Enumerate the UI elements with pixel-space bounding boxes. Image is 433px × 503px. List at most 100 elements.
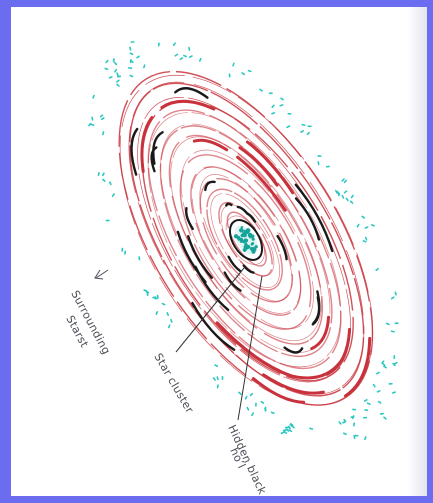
surrounding-arrow (94, 269, 109, 280)
star-cluster-dot (239, 237, 244, 242)
star-cluster-dot (251, 237, 255, 241)
surrounding-star (379, 412, 384, 415)
surrounding-star (381, 362, 386, 366)
surrounding-star (362, 240, 367, 243)
dust-lane (294, 183, 334, 253)
dust-lane (227, 255, 242, 273)
surrounding-star (353, 434, 356, 440)
dust-lane (174, 87, 209, 99)
surrounding-star (90, 123, 95, 126)
red-arm-stroke (140, 116, 154, 174)
star-cluster-dot (242, 240, 246, 244)
red-spiral-arms (118, 70, 374, 406)
surrounding-star (341, 178, 345, 182)
surrounding-star (376, 371, 380, 375)
surrounding-star (179, 57, 184, 61)
dust-lane (186, 235, 213, 279)
surrounding-star (394, 291, 397, 296)
surrounding-star (129, 52, 134, 56)
surrounding-star (342, 420, 347, 424)
red-arm-stroke (238, 146, 279, 187)
star-cluster-dot (251, 249, 256, 254)
red-arm-ring (119, 74, 374, 406)
surrounding-star (143, 64, 146, 69)
star-cluster-dot (252, 246, 255, 250)
surrounding-star (232, 62, 235, 67)
surrounding-star (364, 236, 368, 241)
surrounding-star (97, 171, 100, 177)
dust-lane (204, 180, 216, 192)
surrounding-star (116, 83, 120, 87)
surrounding-star (390, 330, 395, 333)
surrounding-star (136, 55, 140, 59)
surrounding-star (366, 402, 371, 405)
surrounding-star (92, 94, 95, 99)
surrounding-star (383, 416, 387, 420)
surrounding-star (393, 361, 398, 365)
surrounding-star (104, 67, 109, 71)
surrounding-star (166, 312, 169, 316)
surrounding-star (309, 427, 314, 430)
star-cluster-dot (239, 227, 244, 233)
surrounding-star (108, 76, 113, 79)
surrounding-star (188, 46, 191, 51)
red-arm-stroke (215, 321, 294, 378)
surrounding-star (375, 267, 379, 272)
surrounding-star (260, 400, 265, 404)
surrounding-star (170, 318, 173, 323)
surrounding-star (116, 79, 120, 83)
red-arm-ring (118, 70, 374, 406)
surrounding-star (129, 74, 134, 78)
red-arm-stroke (288, 360, 342, 380)
surrounding-star (244, 395, 248, 400)
surrounding-star (105, 59, 109, 64)
surrounding-star (337, 191, 341, 195)
black-hole-pointer (237, 275, 263, 421)
star-cluster-dot (247, 231, 250, 234)
star-cluster-dot (254, 245, 258, 249)
surrounding-star (364, 226, 369, 229)
red-arm-ring (225, 215, 265, 265)
red-arm-stroke (236, 155, 287, 212)
surrounding-star (183, 54, 187, 58)
red-arm-ring (199, 174, 293, 302)
surrounding-star (251, 412, 254, 417)
red-arm-stroke (245, 140, 295, 195)
surrounding-star (264, 407, 267, 412)
surrounding-star (116, 72, 119, 77)
surrounding-star (283, 430, 288, 434)
galactic-core (228, 219, 264, 261)
surrounding-star (300, 130, 304, 133)
surrounding-star (249, 392, 254, 397)
surrounding-star (172, 42, 176, 47)
surrounding-star (392, 362, 396, 367)
star-cluster-pointer (175, 267, 245, 353)
red-arm-ring (191, 166, 301, 314)
surrounding-star (108, 181, 112, 186)
red-arm-ring (226, 211, 267, 267)
surrounding-star (370, 224, 375, 227)
dust-lane (130, 127, 139, 176)
surrounding-star (280, 97, 284, 101)
surrounding-star (390, 296, 395, 300)
surrounding-star (188, 55, 193, 58)
surrounding-star (129, 46, 132, 51)
dust-lane (184, 206, 194, 231)
surrounding-star (288, 425, 291, 430)
surrounding-star (99, 114, 104, 118)
surrounding-star (385, 322, 390, 326)
surrounding-star (285, 428, 290, 432)
surrounding-star (306, 131, 310, 136)
red-arm-ring (210, 193, 281, 288)
surrounding-star (112, 58, 115, 63)
star-cluster-label: Star cluster (151, 351, 196, 416)
surrounding-star (288, 429, 293, 433)
surrounding-star (152, 296, 157, 299)
surrounding-star (271, 104, 275, 108)
surrounding-star (100, 117, 105, 121)
dust-lane (176, 230, 207, 284)
surrounding-star (259, 88, 263, 92)
dust-lane (191, 301, 236, 351)
surrounding-star (345, 197, 349, 202)
surrounding-star (238, 391, 242, 395)
